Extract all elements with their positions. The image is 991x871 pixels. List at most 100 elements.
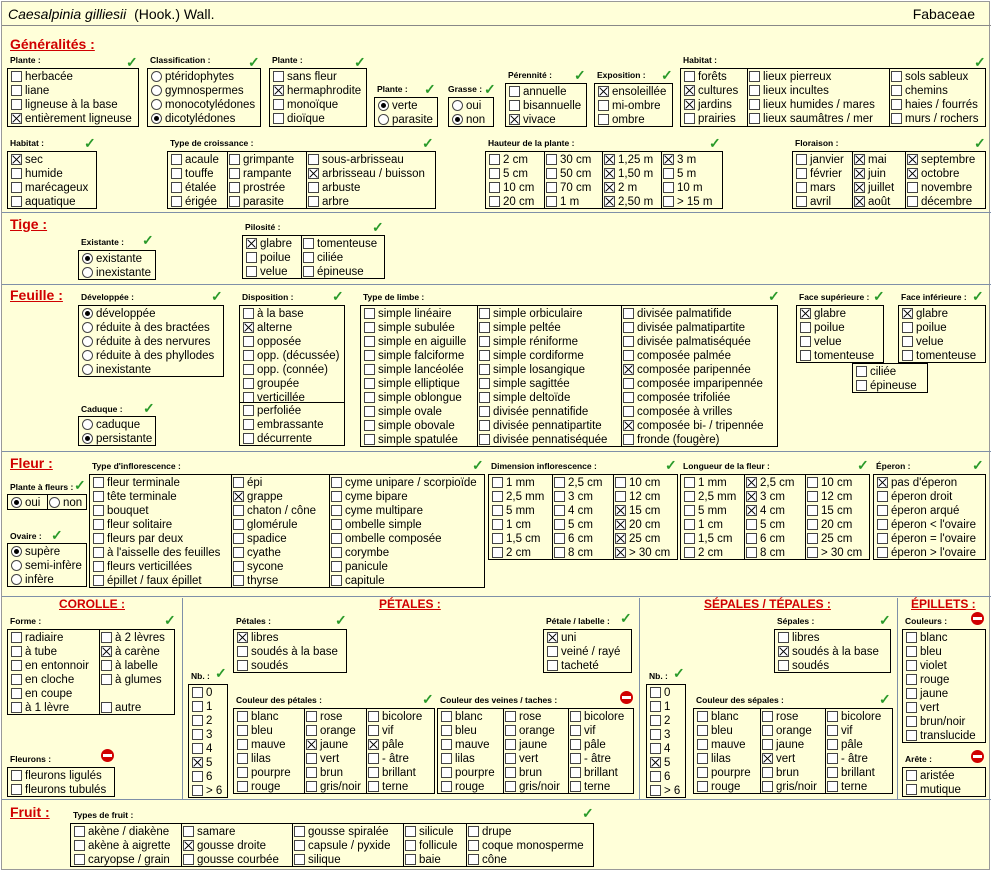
option-inflo[interactable]: fleur solitaire <box>93 518 172 532</box>
checkbox[interactable] <box>623 350 634 361</box>
option-coulvein[interactable]: vif <box>570 724 596 738</box>
option-expo[interactable]: mi-ombre <box>598 99 661 113</box>
checkbox[interactable] <box>906 632 917 643</box>
checkbox[interactable] <box>891 113 902 124</box>
option-coulsep[interactable]: pâle <box>827 738 863 752</box>
option-pilosite[interactable]: glabre <box>246 237 292 251</box>
option-habitat1[interactable]: prairies <box>684 112 736 126</box>
option-limbe[interactable]: divisée pennatifide <box>479 405 588 419</box>
option-coulpet[interactable]: terne <box>368 780 408 794</box>
checkbox[interactable] <box>192 687 203 698</box>
checkbox[interactable] <box>183 840 194 851</box>
option-inflo[interactable]: capitule <box>331 574 385 588</box>
checkbox[interactable] <box>233 575 244 586</box>
option-hauteur[interactable]: 70 cm <box>546 181 591 195</box>
option-typefruit[interactable]: samare <box>183 825 235 839</box>
checkbox[interactable] <box>364 322 375 333</box>
option-hauteur[interactable]: 5 cm <box>489 167 528 181</box>
option-labelle[interactable]: tacheté <box>547 659 599 673</box>
option-longfleur[interactable]: 5 mm <box>684 504 727 518</box>
option-couleurs[interactable]: jaune <box>906 687 948 701</box>
option-longfleur[interactable]: 2 cm <box>684 546 723 560</box>
checkbox[interactable] <box>11 784 22 795</box>
checkbox[interactable] <box>331 477 342 488</box>
checkbox[interactable] <box>489 154 500 165</box>
checkbox[interactable] <box>827 781 838 792</box>
option-nbsep[interactable]: > 6 <box>650 784 680 798</box>
option-perenn[interactable]: annuelle <box>509 85 566 99</box>
checkbox[interactable] <box>554 547 565 558</box>
option-inflo[interactable]: cyme unipare / scorpioïde <box>331 476 477 490</box>
option-facesup[interactable]: velue <box>800 335 842 349</box>
checkbox[interactable] <box>243 350 254 361</box>
option-habitat1[interactable]: cultures <box>684 84 738 98</box>
option-coulvein[interactable]: terne <box>570 780 610 794</box>
checkbox[interactable] <box>479 434 490 445</box>
checkbox[interactable] <box>233 547 244 558</box>
checkbox[interactable] <box>233 533 244 544</box>
option-nbsep[interactable]: 4 <box>650 742 670 756</box>
checkbox[interactable] <box>877 519 888 530</box>
checkbox[interactable] <box>697 725 708 736</box>
checkbox[interactable] <box>906 716 917 727</box>
checkbox[interactable] <box>237 767 248 778</box>
option-plante3[interactable]: parasite <box>378 113 433 127</box>
option-limbe[interactable]: simple losangique <box>479 363 585 377</box>
option-hauteur[interactable]: 2,50 m <box>604 195 653 209</box>
checkbox[interactable] <box>308 168 319 179</box>
option-inflo[interactable]: corymbe <box>331 546 389 560</box>
option-hauteur[interactable]: 20 cm <box>489 195 534 209</box>
option-diminflo[interactable]: 15 cm <box>615 504 660 518</box>
option-nbpet[interactable]: 6 <box>192 770 212 784</box>
option-petalesg[interactable]: libres <box>237 631 278 645</box>
checkbox[interactable] <box>615 533 626 544</box>
option-longfleur[interactable]: 2,5 cm <box>746 476 795 490</box>
checkbox[interactable] <box>650 687 661 698</box>
checkbox[interactable] <box>684 533 695 544</box>
option-plante1[interactable]: entièrement ligneuse <box>11 112 132 126</box>
option-longfleur[interactable]: 1 mm <box>684 476 727 490</box>
option-faceinf[interactable]: glabre <box>902 307 948 321</box>
checkbox[interactable] <box>907 196 918 207</box>
option-coulvein[interactable]: pourpre <box>441 766 495 780</box>
option-hauteur[interactable]: 1,50 m <box>604 167 653 181</box>
checkbox[interactable] <box>303 266 314 277</box>
option-coulsep[interactable]: vif <box>827 724 853 738</box>
checkbox[interactable] <box>405 854 416 865</box>
checkbox[interactable] <box>778 632 789 643</box>
checkbox[interactable] <box>183 854 194 865</box>
option-longfleur[interactable]: 10 cm <box>807 476 852 490</box>
checkbox[interactable] <box>697 753 708 764</box>
checkbox[interactable] <box>294 854 305 865</box>
checkbox[interactable] <box>11 168 22 179</box>
checkbox[interactable] <box>468 840 479 851</box>
option-nbpet[interactable]: 2 <box>192 714 212 728</box>
option-arete[interactable]: mutique <box>906 783 961 797</box>
option-coulpet[interactable]: bicolore <box>368 710 422 724</box>
option-petalesg[interactable]: soudés <box>237 659 288 673</box>
option-longfleur[interactable]: 12 cm <box>807 490 852 504</box>
option-floraison[interactable]: janvier <box>796 153 844 167</box>
checkbox[interactable] <box>902 336 913 347</box>
option-ovaire[interactable]: supère <box>11 545 60 559</box>
checkbox[interactable] <box>11 688 22 699</box>
checkbox[interactable] <box>854 168 865 179</box>
option-diminflo[interactable]: 6 cm <box>554 532 593 546</box>
option-plante1[interactable]: ligneuse à la base <box>11 98 118 112</box>
checkbox[interactable] <box>796 154 807 165</box>
option-habitat2[interactable]: marécageux <box>11 181 88 195</box>
option-floraison[interactable]: octobre <box>907 167 959 181</box>
option-disposition2[interactable]: embrassante <box>243 418 323 432</box>
option-forme[interactable]: à tube <box>11 645 57 659</box>
radio-button[interactable] <box>452 100 463 111</box>
option-typefruit[interactable]: baie <box>405 853 441 867</box>
checkbox[interactable] <box>192 757 203 768</box>
checkbox[interactable] <box>570 767 581 778</box>
checkbox[interactable] <box>827 767 838 778</box>
checkbox[interactable] <box>906 688 917 699</box>
option-inflo[interactable]: cyathe <box>233 546 281 560</box>
checkbox[interactable] <box>505 725 516 736</box>
checkbox[interactable] <box>441 767 452 778</box>
option-floraison[interactable]: août <box>854 195 890 209</box>
option-typefruit[interactable]: gousse courbée <box>183 853 279 867</box>
